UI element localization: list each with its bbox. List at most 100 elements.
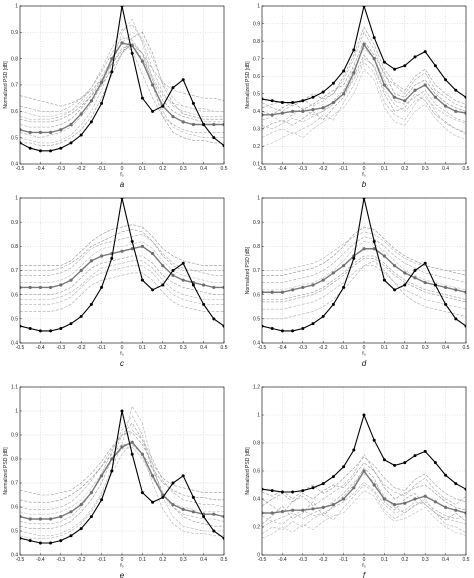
true-psd-marker [100, 498, 104, 502]
mean-marker [444, 285, 448, 290]
mean-marker [140, 244, 144, 248]
true-psd-marker [321, 314, 325, 318]
x-tick-label: -0.3 [298, 166, 307, 172]
x-tick-label: 0.1 [381, 557, 388, 563]
mean-marker [120, 445, 124, 449]
x-tick-label: 0.4 [200, 345, 207, 351]
x-tick-label: 0.1 [139, 557, 146, 563]
panel-c: -0.5 -0.4 -0.3 -0.2 -0.1 0 0.1 0.2 0.3 0.4 0.5 0.4 0… [11, 196, 228, 368]
x-tick-label: 0.1 [381, 345, 388, 351]
mean-marker [280, 290, 284, 294]
mean-marker [352, 71, 356, 75]
true-psd-marker [28, 146, 32, 150]
mean-marker [311, 283, 315, 287]
x-tick-label: 0.1 [139, 345, 146, 351]
mean-marker [301, 508, 305, 512]
true-psd-marker [79, 527, 83, 531]
mean-marker [280, 510, 284, 514]
estimate-line [262, 26, 466, 109]
mean-marker [151, 474, 155, 478]
estimate-line [20, 229, 224, 271]
true-psd-marker [49, 329, 53, 333]
true-psd-marker [454, 482, 458, 486]
true-psd-marker [100, 285, 104, 289]
y-tick-label: 0.7 [11, 481, 18, 487]
panel-caption: b [362, 180, 367, 189]
mean-marker [464, 290, 466, 294]
mean-marker [49, 517, 53, 521]
mean-marker [130, 440, 134, 444]
estimate-line [262, 47, 466, 123]
mean-marker [382, 83, 386, 87]
x-tick-label: -0.1 [339, 557, 348, 563]
mean-marker [403, 271, 407, 275]
mean-marker [151, 83, 155, 87]
x-tick-label: -0.2 [77, 166, 86, 172]
true-psd-marker [79, 314, 83, 318]
x-tick-label: 0.5 [463, 166, 470, 172]
mean-marker [270, 511, 274, 515]
mean-marker [212, 285, 216, 290]
true-psd-marker [110, 70, 114, 74]
mean-marker [454, 288, 458, 292]
mean-marker [222, 515, 224, 519]
true-psd-marker [222, 536, 224, 540]
mean-marker [49, 130, 53, 134]
series-group [20, 405, 224, 545]
y-axis-label: Normalized PSD [dB] [245, 246, 251, 294]
mean-marker [161, 264, 165, 268]
estimate-line [262, 68, 466, 147]
y-axis-label: Normalized PSD [dB] [245, 447, 251, 495]
true-psd-line [262, 6, 466, 104]
true-psd-marker [20, 536, 22, 540]
panel-caption: d [362, 359, 367, 368]
y-tick-label: 0.9 [11, 433, 18, 439]
x-tick-label: -0.2 [319, 166, 328, 172]
true-psd-marker [372, 36, 376, 40]
mean-marker [28, 130, 32, 134]
x-axis-label: f₀ [120, 172, 123, 178]
true-psd-marker [464, 324, 466, 328]
x-tick-label: 0.4 [442, 345, 449, 351]
true-psd-marker [413, 55, 417, 59]
x-tick-label: 0.4 [442, 166, 449, 172]
true-psd-marker [464, 95, 466, 99]
true-psd-marker [311, 486, 315, 490]
mean-marker [423, 280, 427, 285]
mean-marker [212, 122, 216, 127]
y-tick-label: 0.5 [11, 135, 18, 141]
true-psd-marker [382, 60, 386, 64]
mean-marker [212, 512, 216, 516]
series-group [20, 6, 224, 153]
true-psd-marker [331, 81, 335, 85]
x-tick-label: -0.1 [339, 166, 348, 172]
y-tick-label: 0.4 [11, 341, 18, 347]
true-psd-marker [202, 302, 206, 306]
mean-marker [20, 285, 22, 290]
true-psd-marker [362, 6, 366, 8]
x-tick-label: 0.3 [422, 345, 429, 351]
mean-marker [222, 122, 224, 127]
true-psd-marker [291, 329, 295, 333]
true-psd-marker [212, 317, 216, 321]
x-tick-label: 0.5 [221, 557, 228, 563]
true-psd-marker [171, 481, 175, 485]
mean-marker [342, 497, 346, 501]
panel-d: -0.5 -0.4 -0.3 -0.2 -0.1 0 0.1 0.2 0.3 0.4 0.5 0.4 0… [245, 196, 470, 368]
true-psd-marker [222, 324, 224, 328]
true-psd-marker [140, 278, 144, 282]
y-tick-label: 0.5 [253, 317, 260, 323]
estimate-line [20, 18, 224, 144]
mean-marker [362, 247, 366, 251]
mean-marker [311, 107, 315, 112]
true-psd-marker [433, 64, 437, 68]
estimate-line [262, 462, 466, 511]
x-tick-label: -0.2 [77, 557, 86, 563]
x-tick-label: 0.1 [381, 166, 388, 172]
y-tick-label: 1 [257, 413, 260, 419]
x-tick-label: 0.4 [442, 557, 449, 563]
mean-marker [464, 111, 466, 115]
mean-marker [403, 99, 407, 103]
true-psd-marker [301, 489, 305, 493]
